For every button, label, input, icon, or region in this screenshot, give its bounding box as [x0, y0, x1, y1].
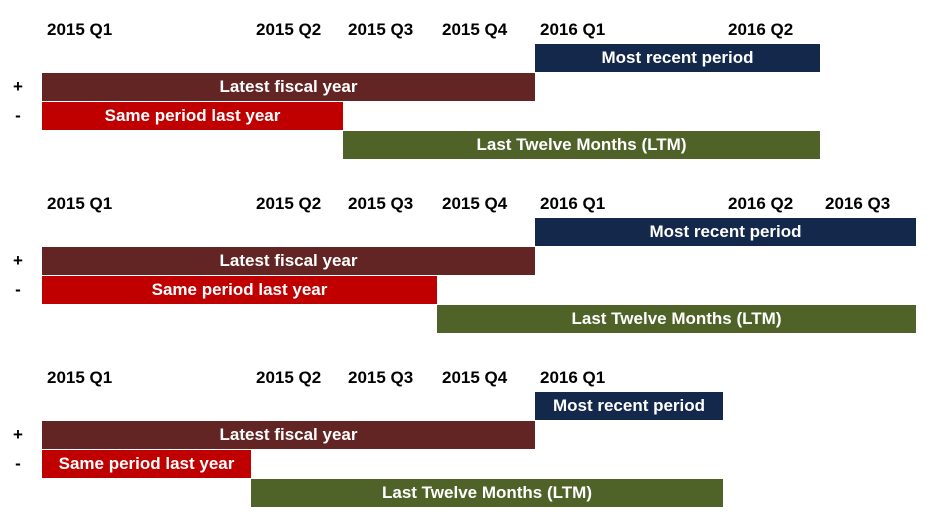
quarter-label: 2015 Q1	[47, 368, 113, 387]
quarter-label: 2015 Q3	[348, 368, 414, 387]
quarter-label: 2016 Q1	[540, 20, 606, 39]
operator-sign: +	[13, 251, 23, 270]
quarter-label: 2016 Q2	[728, 20, 794, 39]
quarter-label: 2016 Q2	[728, 194, 794, 213]
period-bar: Same period last year	[42, 102, 343, 130]
period-bar: Most recent period	[535, 392, 723, 420]
quarter-label: 2015 Q3	[348, 194, 414, 213]
period-bar: Latest fiscal year	[42, 421, 535, 449]
period-bar: Latest fiscal year	[42, 247, 535, 275]
quarter-label: 2015 Q2	[256, 194, 322, 213]
operator-sign: +	[13, 77, 23, 96]
operator-sign: -	[15, 106, 21, 125]
period-bar: Last Twelve Months (LTM)	[437, 305, 916, 333]
quarter-label: 2015 Q1	[47, 20, 113, 39]
period-bar: Most recent period	[535, 44, 820, 72]
quarter-label: 2016 Q1	[540, 194, 606, 213]
quarter-label: 2015 Q2	[256, 20, 322, 39]
quarter-label: 2016 Q1	[540, 368, 606, 387]
operator-sign: -	[15, 280, 21, 299]
period-bar: Same period last year	[42, 276, 437, 304]
operator-sign: -	[15, 454, 21, 473]
quarter-label: 2015 Q1	[47, 194, 113, 213]
quarter-label: 2016 Q3	[825, 194, 891, 213]
operator-sign: +	[13, 425, 23, 444]
quarter-label: 2015 Q4	[442, 194, 508, 213]
quarter-label: 2015 Q3	[348, 20, 414, 39]
period-bar: Same period last year	[42, 450, 251, 478]
period-bar: Last Twelve Months (LTM)	[251, 479, 723, 507]
quarter-label: 2015 Q4	[442, 368, 508, 387]
period-bar: Most recent period	[535, 218, 916, 246]
period-bar: Latest fiscal year	[42, 73, 535, 101]
quarter-label: 2015 Q2	[256, 368, 322, 387]
period-bar: Last Twelve Months (LTM)	[343, 131, 820, 159]
quarter-label: 2015 Q4	[442, 20, 508, 39]
